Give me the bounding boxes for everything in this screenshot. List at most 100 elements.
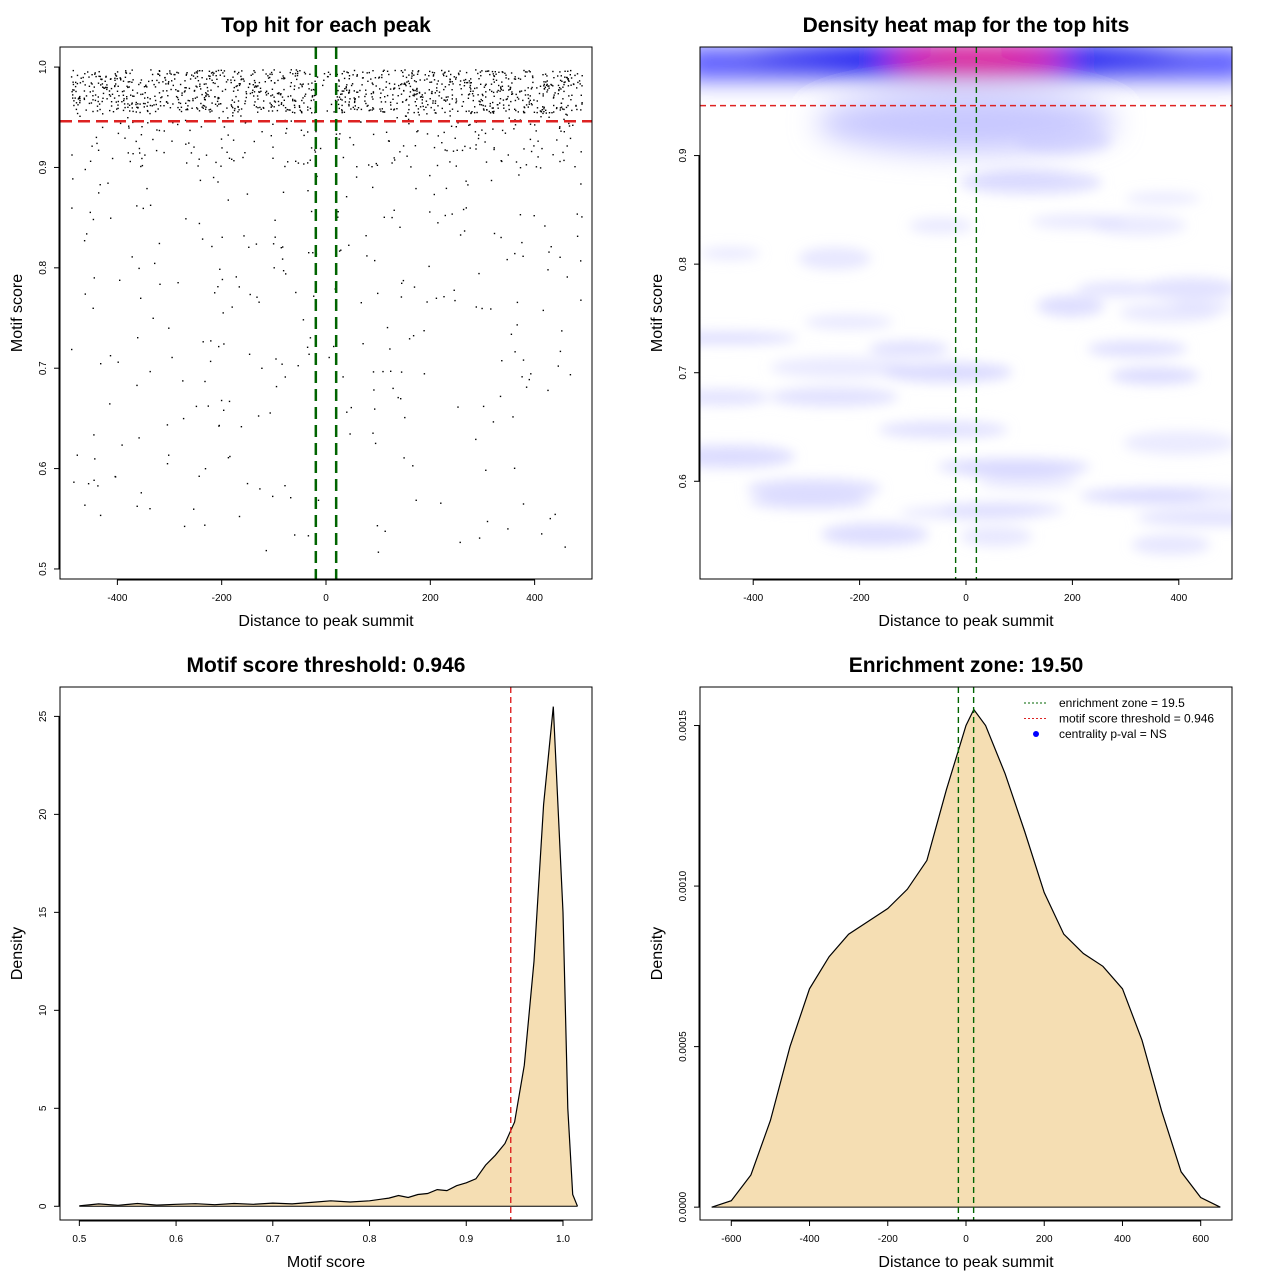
scatter-point: [541, 147, 543, 150]
scatter-point: [105, 86, 107, 89]
scatter-point: [228, 400, 231, 403]
y-tick-label: 0.9: [678, 148, 689, 162]
scatter-point: [340, 249, 342, 251]
scatter-point: [139, 111, 141, 114]
scatter-point: [388, 73, 390, 76]
scatter-point: [432, 74, 435, 76]
scatter-point: [350, 406, 352, 409]
scatter-point: [285, 273, 287, 275]
scatter-point: [251, 91, 253, 94]
scatter-point: [457, 110, 459, 112]
scatter-point: [491, 90, 493, 93]
scatter-point: [544, 225, 546, 227]
scatter-point: [569, 74, 571, 76]
scatter-point: [372, 371, 375, 373]
scatter-point: [278, 93, 280, 95]
scatter-point: [85, 95, 88, 97]
scatter-point: [216, 100, 219, 103]
scatter-point: [433, 146, 436, 149]
scatter-point: [154, 110, 157, 113]
scatter-point: [301, 111, 303, 113]
scatter-point: [294, 112, 296, 114]
scatter-point: [307, 131, 309, 133]
scatter-point: [501, 129, 504, 132]
scatter-point: [217, 85, 219, 88]
scatter-point: [199, 85, 201, 87]
scatter-point: [449, 115, 451, 117]
scatter-point: [307, 162, 309, 164]
scatter-point: [361, 84, 363, 86]
scatter-point: [172, 103, 174, 105]
scatter-point: [480, 104, 483, 106]
scatter-point: [158, 81, 160, 84]
scatter-point: [155, 103, 157, 106]
scatter-point: [402, 71, 404, 74]
scatter-point: [484, 105, 487, 107]
scatter-point: [233, 101, 236, 103]
scatter-point: [384, 530, 386, 532]
scatter-point: [500, 87, 502, 89]
scatter-point: [368, 71, 370, 74]
scatter-point: [282, 104, 285, 107]
scatter-point: [314, 151, 317, 153]
scatter-point: [112, 111, 115, 113]
scatter-point: [407, 112, 409, 114]
y-tick-label: 0.6: [678, 474, 689, 488]
scatter-point: [515, 93, 517, 96]
scatter-point: [79, 95, 81, 98]
scatter-point: [99, 75, 101, 78]
scatter-point: [73, 481, 75, 483]
scatter-point: [337, 103, 340, 106]
scatter-point: [268, 110, 270, 112]
scatter-point: [567, 70, 569, 72]
scatter-point: [341, 111, 343, 114]
scatter-point: [360, 302, 362, 304]
scatter-point: [122, 109, 125, 112]
scatter-point: [433, 193, 435, 196]
scatter-point: [165, 101, 168, 103]
scatter-point: [556, 107, 558, 109]
scatter-point: [144, 97, 146, 99]
scatter-point: [485, 161, 488, 163]
scatter-point: [494, 71, 496, 73]
scatter-point: [459, 541, 461, 544]
scatter-point: [451, 81, 453, 83]
scatter-point: [353, 69, 356, 72]
scatter-point: [308, 252, 310, 254]
scatter-point: [510, 72, 513, 74]
scatter-point: [84, 73, 86, 75]
scatter-point: [283, 76, 285, 79]
scatter-point: [200, 102, 202, 105]
scatter-point: [296, 70, 299, 73]
x-axis-label: Distance to peak summit: [878, 1254, 1054, 1271]
scatter-point: [344, 101, 347, 103]
scatter-point: [390, 370, 392, 372]
scatter-point: [475, 306, 477, 308]
scatter-point: [164, 79, 167, 81]
scatter-point: [490, 179, 493, 182]
scatter-point: [97, 149, 100, 151]
scatter-point: [303, 102, 305, 104]
scatter-point: [507, 95, 509, 98]
scatter-point: [557, 84, 560, 87]
scatter-point: [421, 99, 423, 101]
scatter-point: [511, 82, 513, 84]
scatter-point: [284, 376, 286, 378]
scatter-point: [310, 210, 313, 213]
scatter-point: [457, 406, 459, 408]
scatter-point: [551, 112, 553, 114]
scatter-point: [125, 70, 127, 72]
scatter-point: [244, 152, 246, 154]
scatter-point: [451, 89, 453, 91]
scatter-point: [426, 78, 428, 80]
scatter-point: [127, 86, 129, 89]
scatter-point: [540, 111, 543, 113]
scatter-point: [91, 83, 93, 85]
scatter-point: [344, 88, 346, 90]
scatter-point: [481, 100, 484, 102]
scatter-point: [219, 103, 222, 105]
scatter-point: [339, 133, 341, 135]
scatter-point: [542, 74, 544, 76]
